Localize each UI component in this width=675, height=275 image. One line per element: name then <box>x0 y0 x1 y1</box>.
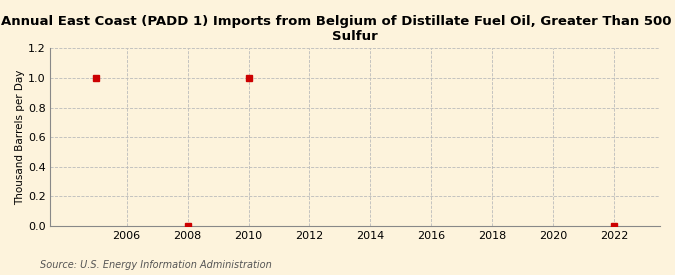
Y-axis label: Thousand Barrels per Day: Thousand Barrels per Day <box>15 69 25 205</box>
Title: Annual East Coast (PADD 1) Imports from Belgium of Distillate Fuel Oil, Greater : Annual East Coast (PADD 1) Imports from … <box>1 15 675 43</box>
Text: Source: U.S. Energy Information Administration: Source: U.S. Energy Information Administ… <box>40 260 272 270</box>
